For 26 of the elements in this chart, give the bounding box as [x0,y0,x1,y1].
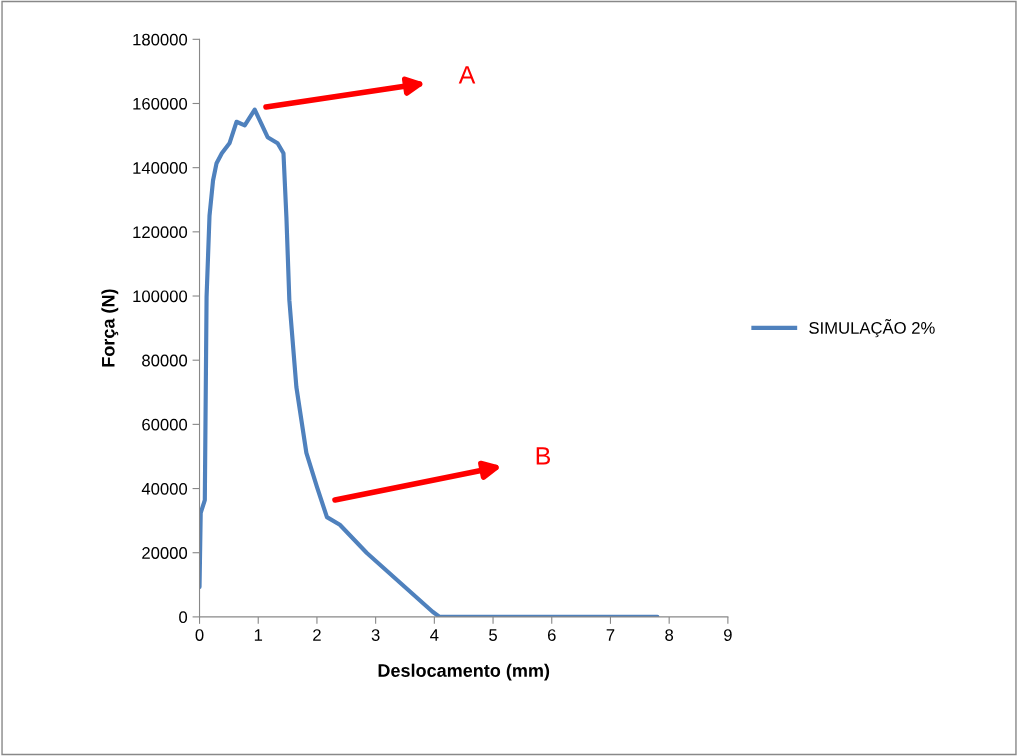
x-tick-label: 2 [313,629,321,641]
x-tick-label: 9 [724,629,732,641]
y-tick-label: 20000 [142,547,188,559]
x-tick-label: 0 [195,629,204,641]
y-axis-title: Força (N) [101,289,119,367]
y-tick-label: 120000 [133,226,188,239]
y-tick-label: 140000 [133,162,188,174]
x-axis-title: Deslocamento (mm) [378,663,550,681]
annotation: B [536,447,551,465]
x-tick-label: 6 [547,629,556,641]
y-tick-label: 0 [179,611,188,624]
y-tick-label: 80000 [142,354,188,367]
y-tick-label: 60000 [142,418,188,431]
line-series [199,107,660,617]
x-tick-label: 7 [606,629,615,641]
y-tick-label: 180000 [133,33,188,46]
x-tick-label: 8 [665,629,674,641]
y-tick-label: 160000 [133,97,188,110]
x-tick-label: 3 [371,629,380,641]
x-tick-label: 4 [430,629,439,641]
x-tick-label: 5 [489,629,497,641]
y-tick-label: 40000 [141,482,188,495]
annotation: A [458,66,476,84]
legend-label: SIMULAÇÃO 2% [809,319,935,338]
x-tick-label: 1 [254,629,263,641]
y-tick-label: 100000 [133,290,188,303]
